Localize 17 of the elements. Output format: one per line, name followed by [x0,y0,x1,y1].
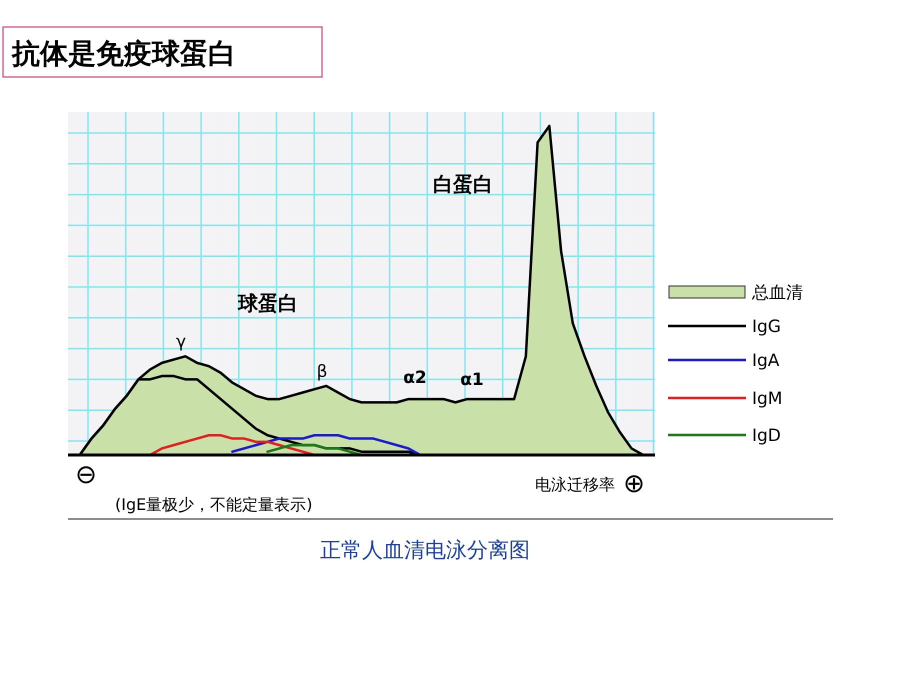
annotation: 白蛋白 [433,172,493,196]
legend-label: IgD [752,426,781,446]
legend-label: IgG [752,317,781,337]
subtitle: 正常人血清电泳分离图 [320,538,530,562]
annotation: ⊕ [623,469,645,499]
annotation: 球蛋白 [238,291,298,315]
annotation: γ [176,332,186,352]
xlabel: 电泳迁移率 [535,475,615,494]
annotation: α2 [403,368,427,388]
title: 抗体是免疫球蛋白 [12,37,236,70]
annotation: ⊖ [75,460,97,490]
annotation: β [316,362,328,382]
annotation: α1 [460,370,484,390]
annotation: (IgE量极少，不能定量表示) [115,495,312,514]
legend-label: IgA [752,351,780,371]
legend-label: IgM [752,389,782,409]
legend-label: 总血清 [751,283,803,303]
